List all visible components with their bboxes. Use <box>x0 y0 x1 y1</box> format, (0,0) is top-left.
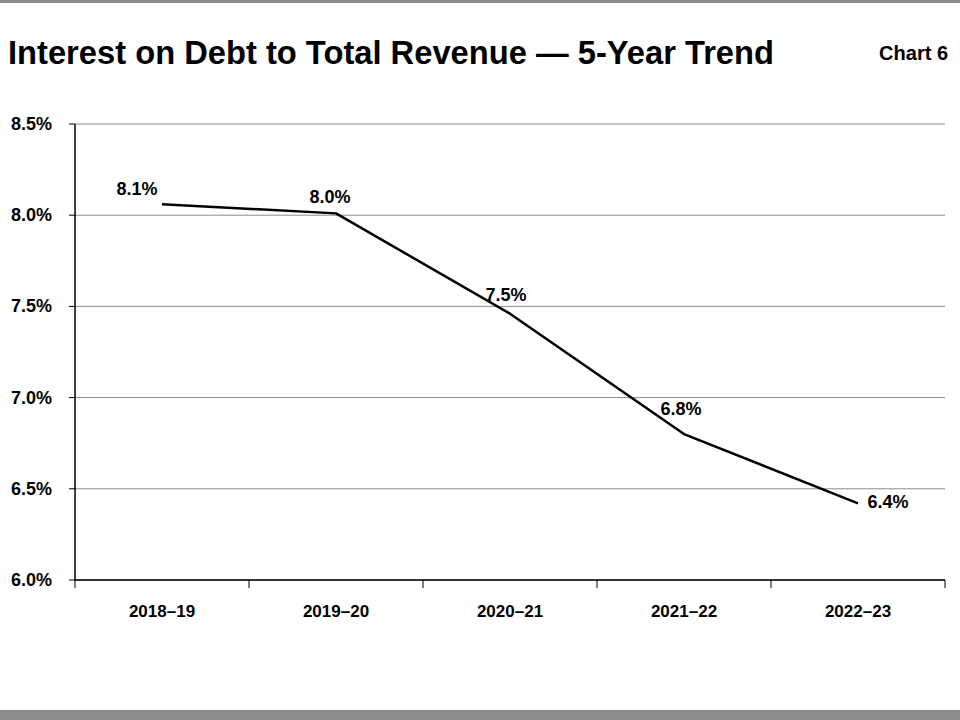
y-tick-label: 6.0% <box>11 570 52 590</box>
chart-svg: Interest on Debt to Total Revenue — 5-Ye… <box>0 0 960 720</box>
x-tick-label: 2021–22 <box>651 602 717 621</box>
x-tick-label: 2018–19 <box>129 602 195 621</box>
top-border <box>0 0 960 3</box>
y-tick <box>69 124 75 125</box>
y-tick-label: 8.0% <box>11 205 52 225</box>
data-label: 8.0% <box>309 187 350 207</box>
grid-line <box>75 124 945 125</box>
x-tick <box>249 580 250 588</box>
x-tick <box>771 580 772 588</box>
y-tick-label: 7.5% <box>11 296 52 316</box>
data-label: 6.8% <box>660 399 701 419</box>
title: Interest on Debt to Total Revenue — 5-Ye… <box>8 34 774 71</box>
y-tick <box>69 580 75 581</box>
y-tick-label: 8.5% <box>11 114 52 134</box>
grid-line <box>75 306 945 307</box>
x-tick <box>75 580 76 588</box>
y-tick <box>69 488 75 489</box>
x-tick-label: 2019–20 <box>303 602 369 621</box>
marks <box>162 204 858 503</box>
annotation: Chart 6 <box>879 42 948 64</box>
data-label: 8.1% <box>116 179 157 199</box>
y-tick-label: 7.0% <box>11 388 52 408</box>
x-tick <box>597 580 598 588</box>
grid-line <box>75 488 945 489</box>
data-label: 7.5% <box>485 285 526 305</box>
grid-line <box>75 580 945 581</box>
y-tick <box>69 215 75 216</box>
x-tick-label: 2020–21 <box>477 602 543 621</box>
y-axis <box>74 124 76 580</box>
x-tick <box>945 580 946 588</box>
x-tick <box>423 580 424 588</box>
grid-line <box>75 397 945 398</box>
bottom-border <box>0 710 960 720</box>
chart-root: Interest on Debt to Total Revenue — 5-Ye… <box>0 0 960 720</box>
y-tick <box>69 306 75 307</box>
grid-line <box>75 215 945 216</box>
data-line <box>162 204 858 503</box>
y-tick <box>69 397 75 398</box>
data-label: 6.4% <box>867 492 908 512</box>
x-tick-label: 2022–23 <box>825 602 891 621</box>
y-tick-label: 6.5% <box>11 479 52 499</box>
x-axis <box>75 579 945 581</box>
